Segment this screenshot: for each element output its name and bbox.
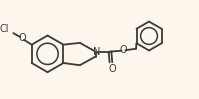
Text: O: O (18, 33, 26, 43)
Text: N: N (93, 47, 100, 57)
Text: O: O (108, 64, 116, 74)
Text: Cl: Cl (0, 24, 10, 34)
Text: O: O (120, 45, 127, 55)
